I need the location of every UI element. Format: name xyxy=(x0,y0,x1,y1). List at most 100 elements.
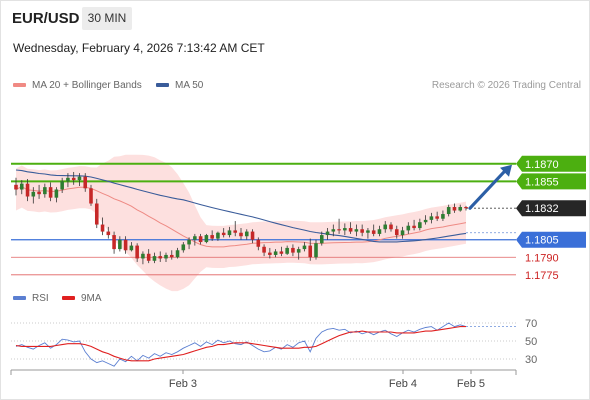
candle xyxy=(89,184,93,206)
candle-body xyxy=(268,252,272,255)
candle-body xyxy=(94,203,99,225)
candle-body xyxy=(118,239,122,250)
candle xyxy=(285,245,289,255)
candle xyxy=(296,246,301,260)
candle xyxy=(452,203,457,213)
candle-body xyxy=(129,245,134,251)
level-tag-text: 1.1805 xyxy=(525,235,559,247)
candle xyxy=(71,171,76,185)
candle-body xyxy=(227,230,232,236)
candle xyxy=(187,237,191,250)
legend-rsi-swatch xyxy=(13,296,26,301)
legend-9ma-label: 9MA xyxy=(81,293,102,304)
candle xyxy=(250,229,255,244)
candle xyxy=(308,238,313,261)
candle xyxy=(48,182,53,202)
candle xyxy=(164,252,168,262)
candle xyxy=(37,184,41,199)
candle-body xyxy=(325,231,330,236)
candle-body xyxy=(152,256,157,261)
candle-body xyxy=(198,236,203,243)
candle-body xyxy=(221,232,226,236)
legend-ma50-swatch xyxy=(156,83,169,88)
candle xyxy=(129,242,134,252)
candle xyxy=(233,221,238,237)
candle xyxy=(135,243,139,262)
candle xyxy=(210,230,214,241)
ma50-line xyxy=(15,169,467,243)
candle xyxy=(441,210,445,222)
timeframe-badge[interactable]: 30 MIN xyxy=(82,7,132,30)
x-axis-label: Feb 3 xyxy=(169,378,197,390)
candle xyxy=(19,180,24,195)
candle xyxy=(181,242,186,253)
candle xyxy=(377,225,382,237)
candle-body xyxy=(216,232,220,239)
candle-body xyxy=(112,235,116,250)
candle xyxy=(239,228,243,240)
candle xyxy=(112,231,116,254)
candle xyxy=(383,221,388,233)
candle-body xyxy=(100,224,105,232)
candle xyxy=(291,244,295,257)
level-tag-current: 1.1832 xyxy=(516,200,586,217)
candle xyxy=(423,215,428,225)
candle xyxy=(152,252,157,264)
candle xyxy=(366,228,370,239)
candle-body xyxy=(233,230,238,233)
candle xyxy=(193,233,197,246)
level-tag-bg xyxy=(516,173,586,190)
candle xyxy=(141,251,145,265)
legend-ma20-label: MA 20 + Bollinger Bands xyxy=(32,80,142,91)
candle xyxy=(348,222,353,234)
candle xyxy=(458,204,463,212)
legend-ma20-bollinger: MA 20 + Bollinger Bands xyxy=(13,80,142,91)
candle xyxy=(175,247,180,259)
candle xyxy=(54,187,59,203)
candle-body xyxy=(71,177,76,181)
candle xyxy=(83,173,88,192)
candle xyxy=(198,233,203,245)
candle-body xyxy=(66,177,70,182)
candle xyxy=(268,247,272,259)
candle xyxy=(204,233,209,244)
candle xyxy=(435,211,439,222)
candle-body xyxy=(441,214,445,219)
candle xyxy=(331,224,336,237)
candle-body xyxy=(158,256,163,259)
candle-body xyxy=(43,187,47,195)
candle xyxy=(354,224,359,237)
candle-body xyxy=(406,225,411,231)
rsi-tick-label: 50 xyxy=(525,336,537,348)
candle xyxy=(360,224,364,237)
candle-body xyxy=(31,191,36,197)
level-label: 1.1790 xyxy=(525,252,559,264)
rsi-tick-label: 70 xyxy=(525,318,537,330)
candle-body xyxy=(262,246,266,253)
candle-body xyxy=(181,244,186,251)
candle xyxy=(169,250,174,260)
candle-body xyxy=(337,229,341,231)
candle xyxy=(406,222,411,234)
candle xyxy=(412,219,416,231)
candle xyxy=(314,239,318,260)
candle-body xyxy=(204,235,209,243)
candle-body xyxy=(256,239,261,247)
legend-ma50-label: MA 50 xyxy=(175,80,204,91)
level-tag-text: 1.1870 xyxy=(525,159,559,171)
candle-body xyxy=(193,236,197,240)
candle xyxy=(77,173,82,186)
level-tag-text: 1.1855 xyxy=(525,176,559,188)
candle-body xyxy=(464,207,468,209)
candle xyxy=(14,177,18,196)
candle xyxy=(262,244,266,257)
candle xyxy=(446,204,451,217)
candle-body xyxy=(54,189,59,198)
candle xyxy=(146,249,151,264)
level-tag-bg xyxy=(516,231,586,248)
candle-body xyxy=(244,231,249,237)
candle-body xyxy=(146,253,151,261)
candle-body xyxy=(60,181,64,190)
candle-body xyxy=(302,245,307,250)
